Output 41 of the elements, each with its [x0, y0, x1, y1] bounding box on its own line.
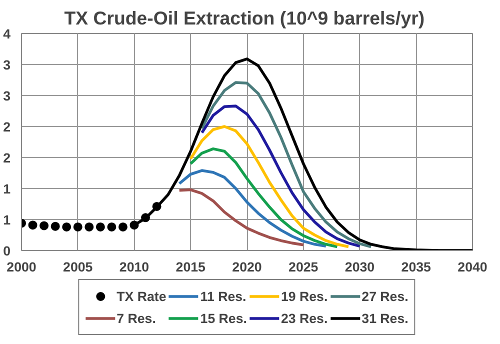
x-tick-label: 2000	[6, 260, 36, 274]
line-series	[189, 125, 350, 248]
x-tick-label: 2010	[119, 260, 150, 274]
x-tick-label: 2030	[344, 260, 375, 274]
line-series	[189, 147, 339, 248]
point	[62, 222, 72, 232]
legend-label: 15 Res.	[200, 310, 247, 326]
point	[84, 222, 94, 232]
y-tick-label: 1	[3, 212, 12, 228]
point	[28, 220, 38, 230]
y-tick-label: 3	[3, 58, 11, 72]
legend-label: 11 Res.	[200, 288, 246, 304]
point	[107, 222, 116, 232]
legend-label: 31 Res.	[362, 310, 408, 326]
y-tick-label: 3	[3, 88, 11, 104]
legend-label: 23 Res.	[280, 310, 328, 326]
chart-title: TX Crude-Oil Extraction (10^9 barrels/yr)	[64, 8, 425, 28]
point	[50, 222, 60, 231]
x-tick-label: 2035	[401, 260, 432, 274]
legend-label: 7 Res.	[116, 310, 156, 326]
y-tick-label: 4	[3, 26, 12, 42]
point	[118, 222, 128, 232]
line-series	[200, 104, 362, 248]
x-tick-label: 2020	[232, 260, 262, 274]
point	[73, 222, 82, 232]
x-tick-label: 2005	[63, 260, 94, 274]
point	[40, 221, 49, 230]
point	[96, 222, 105, 232]
y-tick-label: 1	[3, 182, 12, 196]
line-series	[178, 188, 305, 246]
y-tick-label: 2	[3, 150, 11, 166]
legend-label: TX Rate	[116, 288, 166, 304]
line-series	[178, 169, 328, 248]
x-tick-label: 2015	[176, 260, 206, 274]
line-series	[200, 81, 372, 248]
legend-label: 27 Res.	[362, 288, 408, 304]
legend-label: 19 Res.	[280, 288, 328, 304]
y-tick-label: 2	[3, 120, 11, 134]
x-tick-label: 2040	[458, 260, 488, 274]
x-tick-label: 2025	[288, 260, 319, 274]
y-tick-label: 0	[3, 244, 11, 258]
